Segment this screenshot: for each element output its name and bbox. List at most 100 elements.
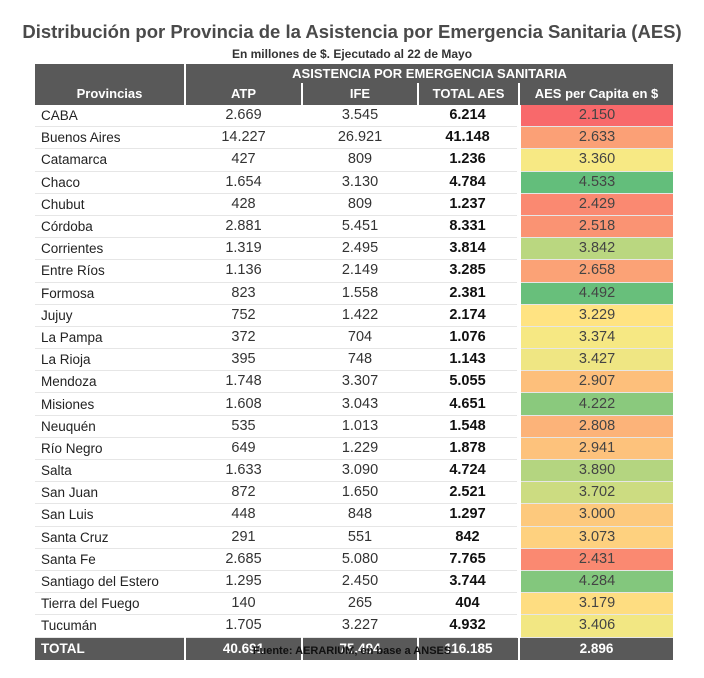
per-capita-cell: 3.000: [516, 503, 674, 527]
table-row: Tucumán 1.705 3.227 4.932 3.406: [35, 614, 674, 638]
source-note: Fuente: AERARIUM, en base a ANSES: [252, 645, 452, 657]
total-aes-cell: 1.878: [418, 437, 519, 461]
total-aes-cell: 6.214: [418, 105, 519, 128]
ife-cell: 3.307: [302, 370, 418, 394]
column-header-per-capita: AES per Capita en $: [517, 83, 674, 105]
per-capita-cell: 2.941: [516, 437, 674, 461]
province-cell: CABA: [35, 105, 185, 128]
per-capita-cell: 3.427: [516, 348, 674, 372]
ife-cell: 1.650: [302, 481, 418, 505]
ife-cell: 1.229: [302, 437, 418, 461]
total-aes-cell: 404: [418, 592, 519, 616]
atp-cell: 1.633: [185, 459, 302, 483]
column-header-row: Provincias ATP IFE TOTAL AES AES per Cap…: [35, 83, 674, 105]
per-capita-cell: 4.533: [516, 171, 674, 194]
province-cell: Entre Ríos: [35, 259, 185, 283]
atp-cell: 395: [185, 348, 302, 372]
province-cell: Chubut: [35, 193, 185, 216]
atp-cell: 1.748: [185, 370, 302, 394]
province-cell: San Juan: [35, 481, 185, 505]
province-cell: Río Negro: [35, 437, 185, 461]
atp-cell: 372: [185, 326, 302, 350]
total-aes: 116.185: [417, 637, 519, 660]
table-row: Río Negro 649 1.229 1.878 2.941: [35, 437, 674, 461]
ife-cell: 1.558: [302, 282, 418, 305]
total-aes-cell: 4.784: [418, 171, 519, 194]
total-aes-cell: 4.932: [418, 614, 519, 638]
total-atp: 40.691: [184, 637, 302, 660]
table-row: Entre Ríos 1.136 2.149 3.285 2.658: [35, 259, 674, 283]
ife-cell: 3.227: [302, 614, 418, 638]
atp-cell: 1.295: [185, 570, 302, 594]
ife-cell: 3.043: [302, 392, 418, 416]
atp-cell: 1.654: [185, 171, 302, 194]
table-row: Buenos Aires 14.227 26.921 41.148 2.633: [35, 126, 674, 150]
per-capita-cell: 2.633: [516, 126, 674, 150]
atp-cell: 140: [185, 592, 302, 616]
total-aes-cell: 4.651: [418, 392, 519, 416]
ife-cell: 5.451: [302, 215, 418, 239]
header-blank-cell: [35, 64, 185, 83]
ife-cell: 26.921: [302, 126, 418, 150]
per-capita-cell: 3.842: [516, 237, 674, 261]
ife-cell: 1.013: [302, 415, 418, 438]
total-aes-cell: 1.237: [418, 193, 519, 216]
ife-cell: 5.080: [302, 548, 418, 571]
ife-cell: 2.495: [302, 237, 418, 261]
atp-cell: 14.227: [185, 126, 302, 150]
total-aes-cell: 1.236: [418, 148, 519, 172]
province-cell: Chaco: [35, 171, 185, 194]
per-capita-cell: 4.284: [516, 570, 674, 594]
total-ife: 75.494: [301, 637, 418, 660]
table-row: Santa Fe 2.685 5.080 7.765 2.431: [35, 548, 674, 571]
total-label: TOTAL: [35, 637, 185, 660]
total-aes-cell: 3.285: [418, 259, 519, 283]
total-aes-cell: 7.765: [418, 548, 519, 571]
per-capita-cell: 3.702: [516, 481, 674, 505]
atp-cell: 752: [185, 304, 302, 327]
total-row: TOTAL 40.691 75.494 116.185 2.896: [35, 637, 674, 660]
table-body: CABA 2.669 3.545 6.214 2.150 Buenos Aires 14.2…: [35, 105, 674, 638]
total-per-capita: 2.896: [517, 637, 674, 660]
per-capita-cell: 2.808: [516, 415, 674, 438]
column-header-ife: IFE: [301, 83, 418, 105]
table-row: Santiago del Estero 1.295 2.450 3.744 4.284: [35, 570, 674, 594]
table-row: San Juan 872 1.650 2.521 3.702: [35, 481, 674, 505]
table-row: La Pampa 372 704 1.076 3.374: [35, 326, 674, 350]
ife-cell: 2.149: [302, 259, 418, 283]
total-aes-cell: 5.055: [418, 370, 519, 394]
atp-cell: 2.669: [185, 105, 302, 128]
table-row: Formosa 823 1.558 2.381 4.492: [35, 282, 674, 305]
per-capita-cell: 3.229: [516, 304, 674, 327]
per-capita-cell: 4.492: [516, 282, 674, 305]
per-capita-cell: 3.179: [516, 592, 674, 616]
table-row: La Rioja 395 748 1.143 3.427: [35, 348, 674, 372]
atp-cell: 2.881: [185, 215, 302, 239]
table-row: Salta 1.633 3.090 4.724 3.890: [35, 459, 674, 483]
province-cell: Tierra del Fuego: [35, 592, 185, 616]
ife-cell: 2.450: [302, 570, 418, 594]
table-row: Chaco 1.654 3.130 4.784 4.533: [35, 171, 674, 194]
total-aes-cell: 842: [418, 526, 519, 549]
province-cell: Catamarca: [35, 148, 185, 172]
total-aes-cell: 1.143: [418, 348, 519, 372]
province-cell: Santa Cruz: [35, 526, 185, 549]
table-row: Corrientes 1.319 2.495 3.814 3.842: [35, 237, 674, 261]
atp-cell: 649: [185, 437, 302, 461]
ife-cell: 704: [302, 326, 418, 350]
ife-cell: 3.090: [302, 459, 418, 483]
table-row: CABA 2.669 3.545 6.214 2.150: [35, 105, 674, 128]
province-cell: Córdoba: [35, 215, 185, 239]
aes-table: ASISTENCIA POR EMERGENCIA SANITARIA Prov…: [35, 64, 674, 660]
atp-cell: 2.685: [185, 548, 302, 571]
table-row: Tierra del Fuego 140 265 404 3.179: [35, 592, 674, 616]
per-capita-cell: 2.150: [516, 105, 674, 128]
atp-cell: 872: [185, 481, 302, 505]
per-capita-cell: 2.518: [516, 215, 674, 239]
atp-cell: 1.136: [185, 259, 302, 283]
total-aes-cell: 1.297: [418, 503, 519, 527]
column-header-atp: ATP: [184, 83, 302, 105]
province-cell: La Rioja: [35, 348, 185, 372]
table-row: Córdoba 2.881 5.451 8.331 2.518: [35, 215, 674, 239]
table-row: Neuquén 535 1.013 1.548 2.808: [35, 415, 674, 438]
